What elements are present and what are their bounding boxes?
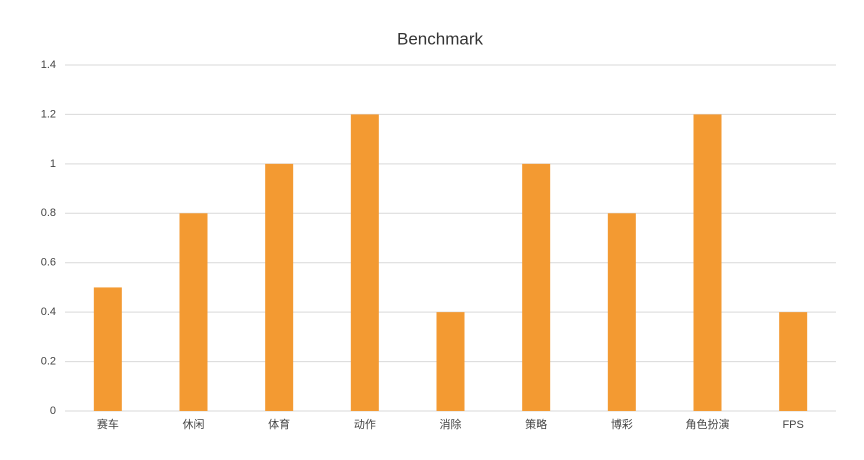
x-tick-label: 赛车 bbox=[97, 417, 119, 431]
x-tick-label: 体育 bbox=[268, 417, 290, 431]
bar bbox=[179, 213, 208, 411]
y-tick-label: 1 bbox=[50, 158, 56, 170]
y-tick-label: 1.2 bbox=[41, 108, 56, 120]
bar bbox=[779, 312, 808, 411]
chart-title: Benchmark bbox=[397, 29, 483, 48]
y-tick-label: 0.4 bbox=[41, 306, 56, 318]
x-tick-label: 策略 bbox=[525, 417, 547, 431]
y-tick-label: 1.4 bbox=[41, 59, 56, 71]
bar bbox=[93, 287, 122, 411]
y-tick-label: 0.2 bbox=[41, 355, 56, 367]
y-tick-label: 0.6 bbox=[41, 257, 56, 269]
x-tick-label: 休闲 bbox=[183, 417, 205, 431]
x-tick-label: 角色扮演 bbox=[686, 417, 730, 431]
x-tick-label: 博彩 bbox=[611, 418, 633, 431]
bar bbox=[693, 114, 722, 411]
bar bbox=[350, 114, 379, 411]
y-tick-label: 0 bbox=[50, 405, 56, 417]
y-tick-label: 0.8 bbox=[41, 207, 56, 219]
x-tick-label: 动作 bbox=[354, 418, 376, 431]
x-tick-label: FPS bbox=[782, 419, 803, 431]
bar bbox=[436, 312, 465, 411]
bar bbox=[265, 163, 294, 411]
bar bbox=[607, 213, 636, 411]
bar bbox=[522, 163, 551, 411]
x-tick-label: 消除 bbox=[440, 417, 462, 431]
